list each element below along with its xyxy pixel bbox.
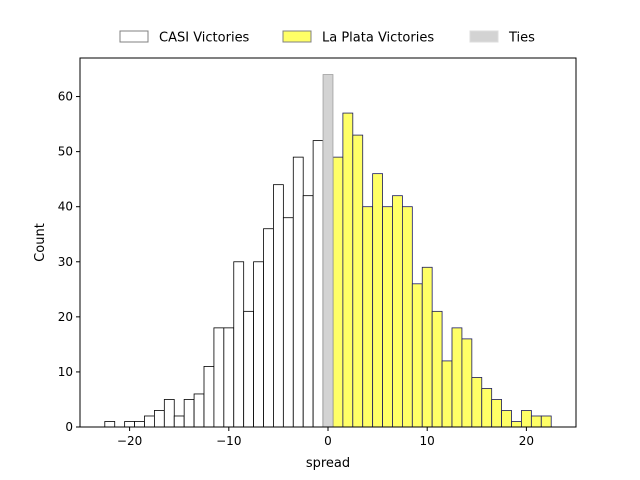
legend-label: La Plata Victories (322, 31, 434, 46)
bar-la-plata-victories (401, 206, 413, 428)
bar-la-plata-victories (382, 206, 393, 428)
bar-casi-victories (233, 261, 245, 428)
bar-casi-victories (243, 310, 254, 428)
x-tick-label: −10 (216, 434, 241, 448)
bar-casi-victories (302, 195, 314, 428)
bar-la-plata-victories (421, 266, 433, 428)
bar-la-plata-victories (441, 360, 453, 428)
x-tick-label: −20 (117, 434, 142, 448)
y-tick-label: 0 (65, 420, 73, 434)
legend-swatch (469, 30, 499, 43)
y-axis-label: Count (33, 223, 48, 262)
bar-la-plata-victories (461, 338, 473, 428)
bar-casi-victories (292, 156, 304, 428)
bar-la-plata-victories (352, 134, 364, 428)
bar-casi-victories (183, 399, 195, 428)
bar-la-plata-victories (431, 310, 443, 428)
bar-la-plata-victories (392, 195, 403, 428)
bar-casi-victories (144, 415, 155, 428)
x-tick-label: 10 (420, 434, 435, 448)
bar-casi-victories (134, 421, 145, 428)
bar-la-plata-victories (362, 206, 374, 428)
x-tick-label: 20 (519, 434, 534, 448)
bar-la-plata-victories (332, 156, 344, 428)
bar-casi-victories (153, 410, 165, 428)
legend-swatch (119, 30, 149, 43)
bar-casi-victories (104, 421, 116, 428)
bar-casi-victories (124, 421, 135, 428)
bar-la-plata-victories (411, 283, 423, 428)
bars-layer (104, 74, 552, 428)
bar-la-plata-victories (451, 327, 463, 428)
legend-swatch (282, 30, 312, 43)
bar-la-plata-victories (511, 421, 522, 428)
bar-la-plata-victories (501, 410, 512, 428)
bar-ties (322, 74, 334, 428)
bar-la-plata-victories (471, 377, 483, 428)
bar-casi-victories (253, 261, 264, 428)
y-tick-label: 50 (58, 145, 73, 159)
bar-casi-victories (282, 217, 294, 428)
x-tick-label: 0 (324, 434, 332, 448)
bar-la-plata-victories (491, 399, 502, 428)
bar-la-plata-victories (540, 415, 552, 428)
x-axis-ticks: −20 −10 0 10 20 (117, 427, 534, 448)
bar-casi-victories (173, 415, 185, 428)
y-tick-label: 60 (58, 90, 73, 104)
bar-casi-victories (223, 327, 235, 428)
bar-casi-victories (213, 327, 225, 428)
bar-la-plata-victories (530, 415, 542, 428)
legend-label: Ties (508, 31, 535, 46)
y-tick-label: 20 (58, 310, 73, 324)
bar-la-plata-victories (372, 173, 383, 428)
bar-la-plata-victories (342, 112, 354, 428)
bar-casi-victories (203, 366, 215, 428)
bar-casi-victories (263, 228, 274, 428)
legend-label: CASI Victories (159, 31, 250, 46)
bar-casi-victories (273, 184, 284, 428)
bar-la-plata-victories (521, 410, 532, 428)
bar-la-plata-victories (481, 388, 493, 428)
bar-casi-victories (163, 399, 175, 428)
y-axis-ticks: 0 10 20 30 40 50 60 (58, 90, 80, 434)
y-tick-label: 40 (58, 200, 73, 214)
bar-casi-victories (312, 140, 324, 428)
y-tick-label: 30 (58, 255, 73, 269)
legend: CASI Victories La Plata Victories Ties (119, 30, 535, 46)
bar-casi-victories (193, 393, 205, 428)
y-tick-label: 10 (58, 365, 73, 379)
x-axis-label: spread (306, 456, 350, 471)
